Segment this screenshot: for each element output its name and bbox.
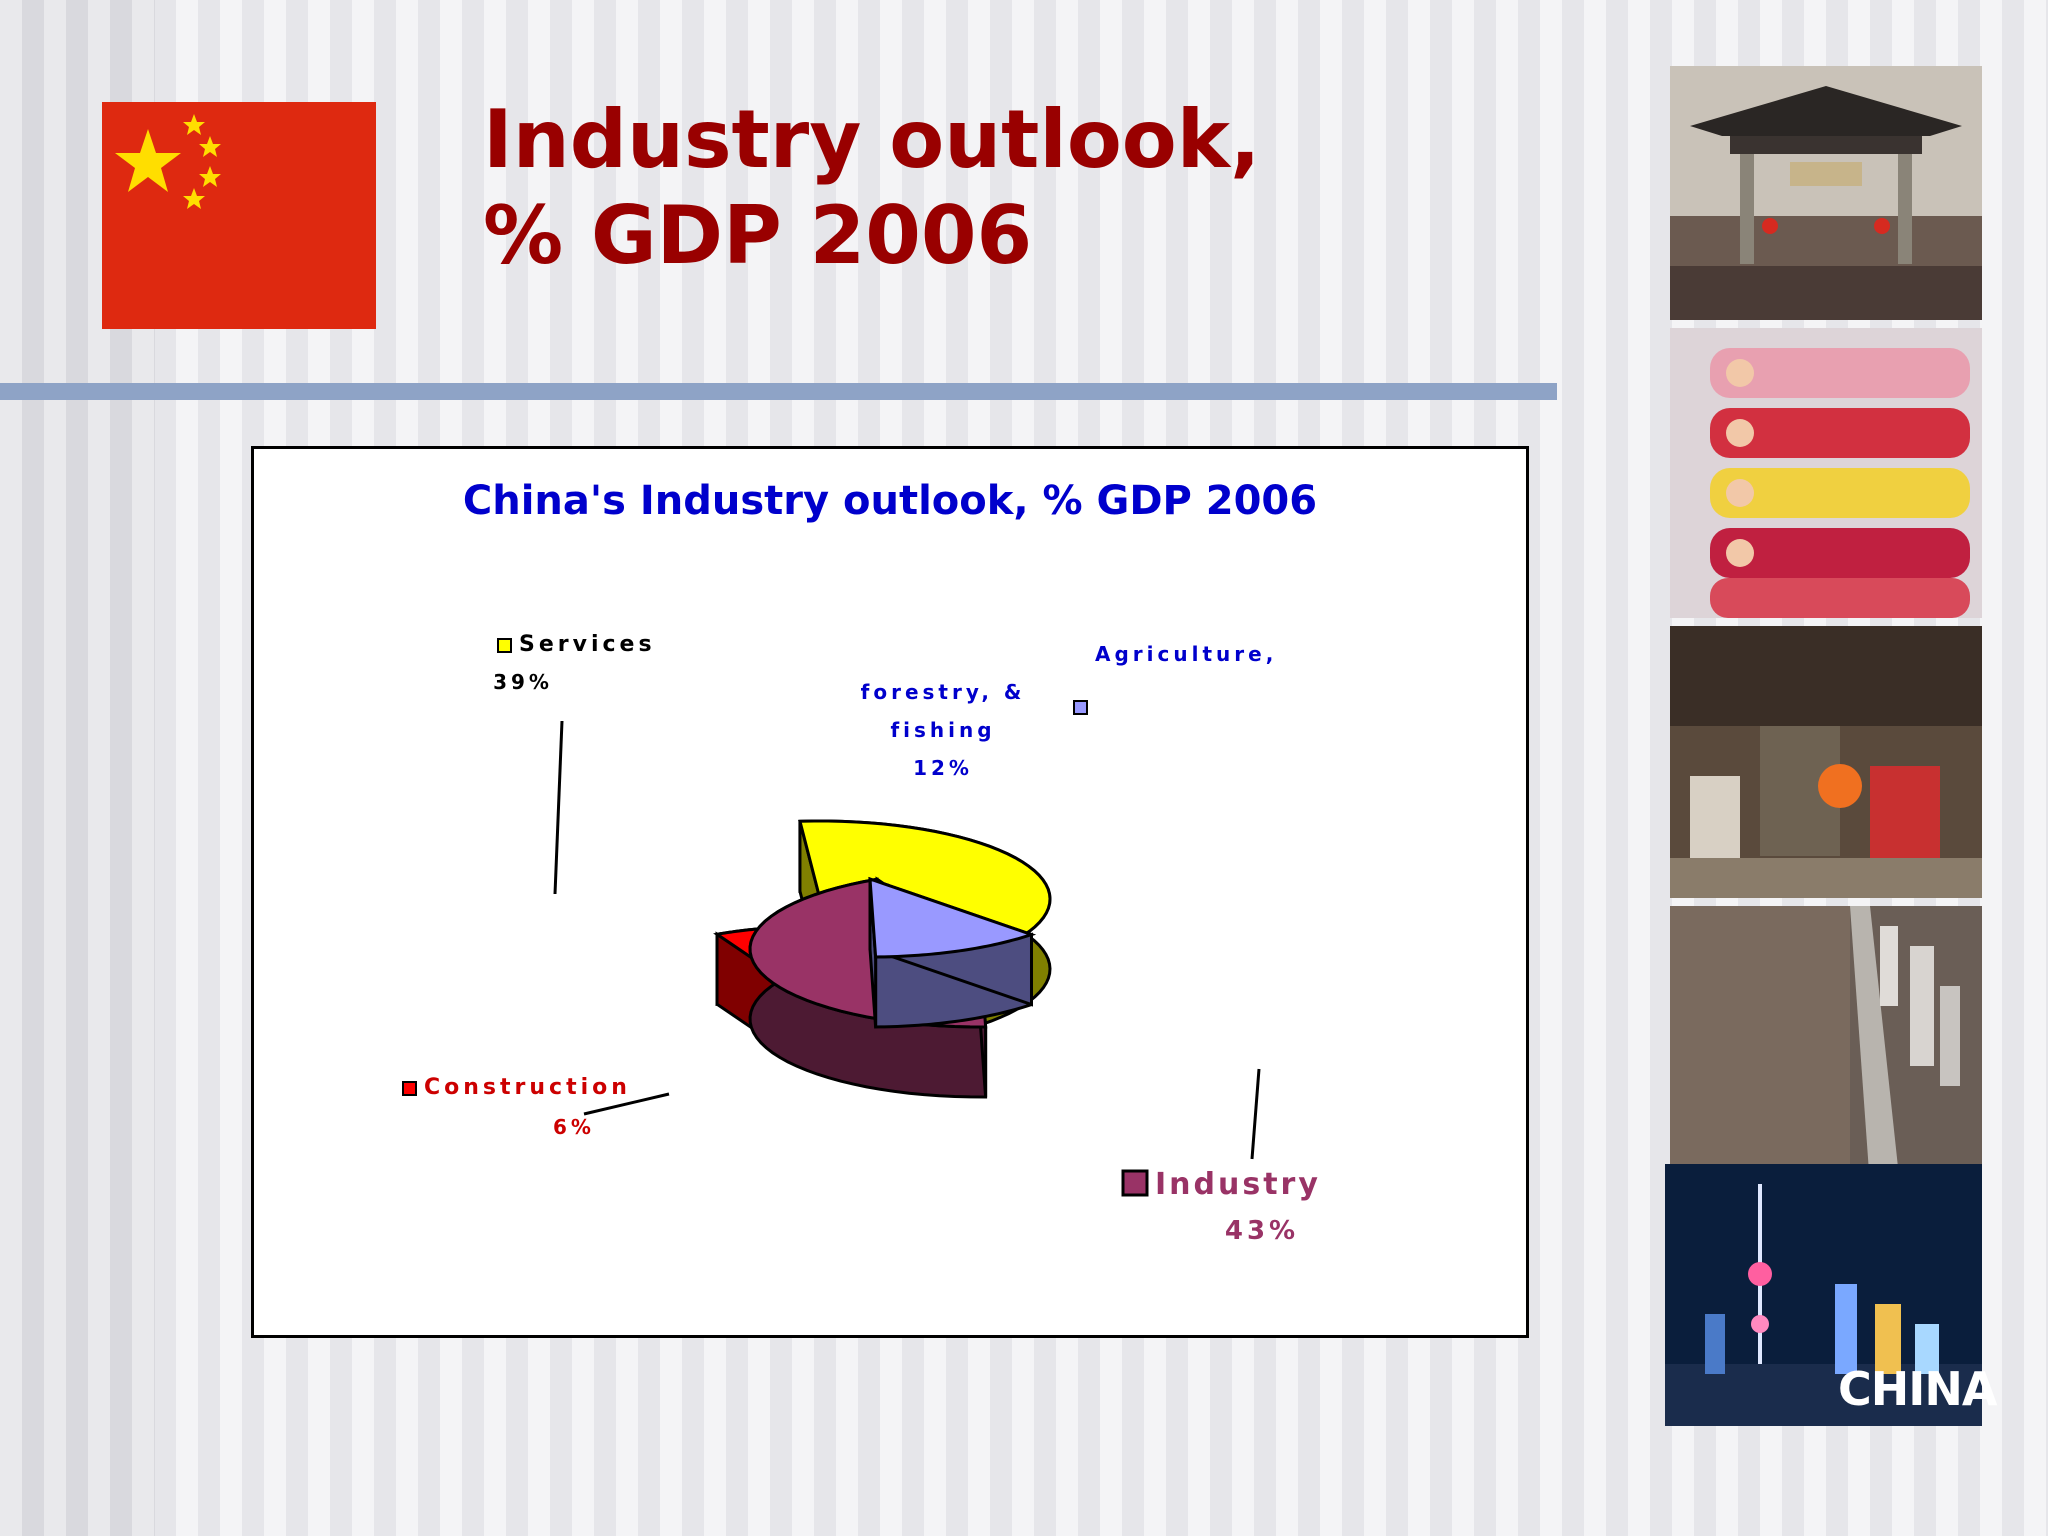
gate-photo-icon (1670, 66, 1982, 320)
pie-slice-agriculture-forestry-fishing (868, 876, 1037, 1029)
small-star-icon (199, 166, 221, 187)
slice-value-label: 39% (493, 670, 553, 694)
legend-key (402, 1081, 417, 1096)
slice-label-text: Industry (1155, 1167, 1321, 1202)
chart-title: China's Industry outlook, % GDP 2006 (463, 478, 1317, 524)
slice-label-text: forestry, & (861, 680, 1026, 704)
small-star-icon (183, 188, 205, 209)
legend-key (1073, 700, 1088, 715)
photo-strip: CHINA (1665, 66, 1997, 1426)
slice-value-label: 6% (553, 1115, 595, 1139)
pie-chart-panel: China's Industry outlook, % GDP 2006 Serv… (251, 446, 1529, 1338)
slice-label-text: Construction (424, 1075, 631, 1100)
slice-label-text: Services (519, 632, 656, 657)
slice-value-label: 12% (913, 756, 973, 780)
slice-label-industry: Industry 43% (1121, 1068, 1321, 1246)
china-flag-icon (102, 102, 376, 329)
leader-line (583, 1092, 670, 1116)
slide-title: Industry outlook, % GDP 2006 (483, 92, 1260, 284)
big-star-icon (115, 129, 181, 192)
legend-key (1121, 1169, 1149, 1197)
leader-line (553, 720, 564, 895)
slice-value-label: 43% (1225, 1216, 1299, 1246)
small-star-icon (183, 114, 205, 135)
skyline-night-photo-icon (1665, 1164, 1982, 1426)
city-aerial-photo-icon (1670, 906, 1982, 1186)
title-divider (0, 383, 1557, 400)
slice-label-agriculture-forestry-fishing: Agriculture, forestry, & fishing 12% (861, 642, 1277, 780)
slice-label-services: Services 39% (493, 632, 656, 895)
pie-chart: China's Industry outlook, % GDP 2006 Serv… (402, 478, 1321, 1246)
slice-top (868, 876, 1037, 959)
slice-label-text: Agriculture, (1095, 642, 1277, 666)
slice-label-construction: Construction 6% (402, 1075, 670, 1139)
babies-photo-icon (1670, 328, 1982, 618)
slide-title-line2: % GDP 2006 (483, 189, 1033, 282)
legend-key (497, 638, 512, 653)
small-star-icon (199, 136, 221, 157)
kitchen-photo-icon (1670, 626, 1982, 898)
china-brand-label: CHINA (1838, 1362, 1997, 1416)
slice-label-text: fishing (890, 718, 995, 742)
flag-stars (115, 114, 221, 209)
leader-line (1250, 1068, 1261, 1160)
slide-title-line1: Industry outlook, (483, 93, 1261, 186)
